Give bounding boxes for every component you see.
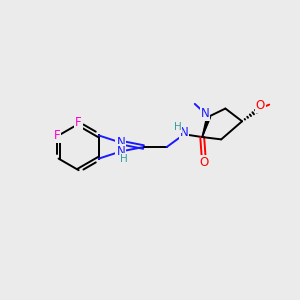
Text: N: N (116, 145, 125, 158)
Text: H: H (174, 122, 182, 132)
Polygon shape (202, 116, 211, 137)
Text: F: F (75, 116, 82, 129)
Text: O: O (256, 99, 265, 112)
Text: O: O (199, 156, 208, 169)
Text: F: F (54, 129, 60, 142)
Text: N: N (180, 126, 188, 139)
Text: N: N (201, 107, 209, 120)
Text: N: N (116, 136, 125, 149)
Text: H: H (121, 154, 128, 164)
